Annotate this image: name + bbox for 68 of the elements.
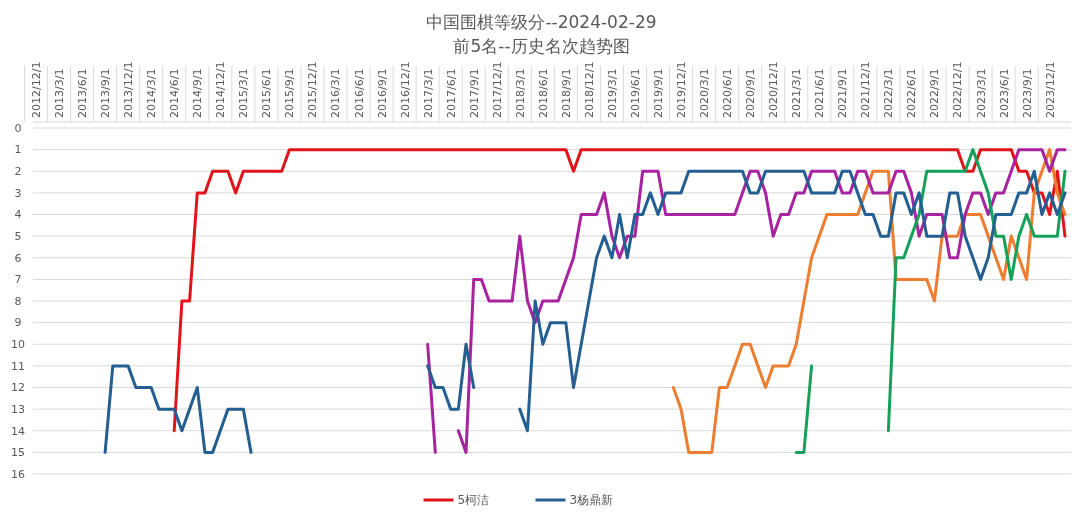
x-tick-label: 2021/3/1	[790, 68, 804, 118]
x-tick-label: 2022/9/1	[928, 68, 942, 118]
line-series	[671, 148, 1067, 454]
y-tick-label: 7	[14, 273, 22, 287]
x-tick-label: 2021/9/1	[836, 68, 850, 118]
x-tick-label: 2020/3/1	[698, 68, 712, 118]
x-tick-label: 2013/9/1	[99, 68, 113, 118]
y-tick-label: 6	[14, 251, 22, 265]
y-tick-label: 5	[14, 229, 22, 243]
x-tick-label: 2017/9/1	[467, 68, 481, 118]
chart-title: 中国围棋等级分--2024-02-29	[426, 12, 657, 32]
x-tick-label: 2019/12/1	[675, 61, 689, 118]
x-tick-label: 2014/6/1	[168, 68, 182, 118]
x-tick-label: 2018/3/1	[513, 68, 527, 118]
y-tick-label: 13	[11, 402, 25, 416]
y-tick-label: 0	[14, 121, 22, 135]
y-tick-label: 4	[14, 208, 22, 222]
line-series	[172, 148, 1067, 433]
x-tick-label: 2017/12/1	[490, 61, 504, 118]
y-tick-label: 10	[11, 338, 25, 352]
x-tick-label: 2021/6/1	[813, 68, 827, 118]
x-tick-label: 2015/3/1	[237, 68, 251, 118]
y-tick-label: 16	[11, 467, 25, 481]
x-tick-label: 2017/6/1	[444, 68, 458, 118]
y-tick-label: 8	[14, 294, 22, 308]
x-tick-label: 2023/9/1	[1020, 68, 1034, 118]
x-tick-label: 2022/3/1	[882, 68, 896, 118]
x-tick-label: 2016/6/1	[352, 68, 366, 118]
x-tick-label: 2014/3/1	[145, 68, 159, 118]
x-tick-label: 2021/12/1	[859, 61, 873, 118]
x-tick-label: 2019/9/1	[652, 68, 666, 118]
y-tick-label: 9	[14, 316, 22, 330]
x-tick-label: 2023/6/1	[997, 68, 1011, 118]
x-tick-label: 2014/12/1	[214, 61, 228, 118]
x-tick-label: 2023/3/1	[974, 68, 988, 118]
y-tick-label: 3	[14, 186, 22, 200]
y-tick-label: 1	[14, 143, 22, 157]
x-tick-label: 2018/6/1	[536, 68, 550, 118]
x-tick-label: 2012/12/1	[30, 61, 43, 118]
x-tick-label: 2013/12/1	[122, 61, 136, 118]
x-tick-label: 2016/12/1	[398, 61, 412, 118]
x-tick-label: 2013/6/1	[76, 68, 90, 118]
x-tick-label: 2020/9/1	[744, 68, 758, 118]
y-tick-label: 14	[11, 424, 25, 438]
x-tick-label: 2015/6/1	[260, 68, 274, 118]
x-tick-label: 2017/3/1	[421, 68, 435, 118]
x-tick-label: 2022/12/1	[951, 61, 965, 118]
x-tick-label: 2020/6/1	[721, 68, 735, 118]
x-tick-label: 2023/12/1	[1043, 61, 1057, 118]
chart-subtitle: 前5名--历史名次趋势图	[453, 36, 630, 56]
x-tick-label: 2018/12/1	[582, 61, 596, 118]
y-tick-label: 12	[11, 381, 25, 395]
x-tick-label: 2013/3/1	[53, 68, 67, 118]
x-tick-label: 2020/12/1	[767, 61, 781, 118]
legend-label: 3杨鼎新	[569, 493, 614, 508]
x-tick-label: 2016/9/1	[375, 68, 389, 118]
y-tick-label: 2	[14, 165, 22, 179]
x-tick-label: 2019/6/1	[628, 68, 642, 118]
x-tick-label: 2016/3/1	[329, 68, 343, 118]
x-tick-label: 2019/3/1	[605, 68, 619, 118]
x-tick-label: 2022/6/1	[905, 68, 919, 118]
x-tick-label: 2018/9/1	[559, 68, 573, 118]
x-tick-label: 2015/12/1	[306, 61, 320, 118]
y-tick-label: 11	[11, 359, 25, 373]
x-tick-label: 2014/9/1	[191, 68, 205, 118]
legend-label: 5柯洁	[457, 493, 490, 508]
y-tick-label: 15	[11, 446, 25, 460]
x-tick-label: 2015/9/1	[283, 68, 297, 118]
